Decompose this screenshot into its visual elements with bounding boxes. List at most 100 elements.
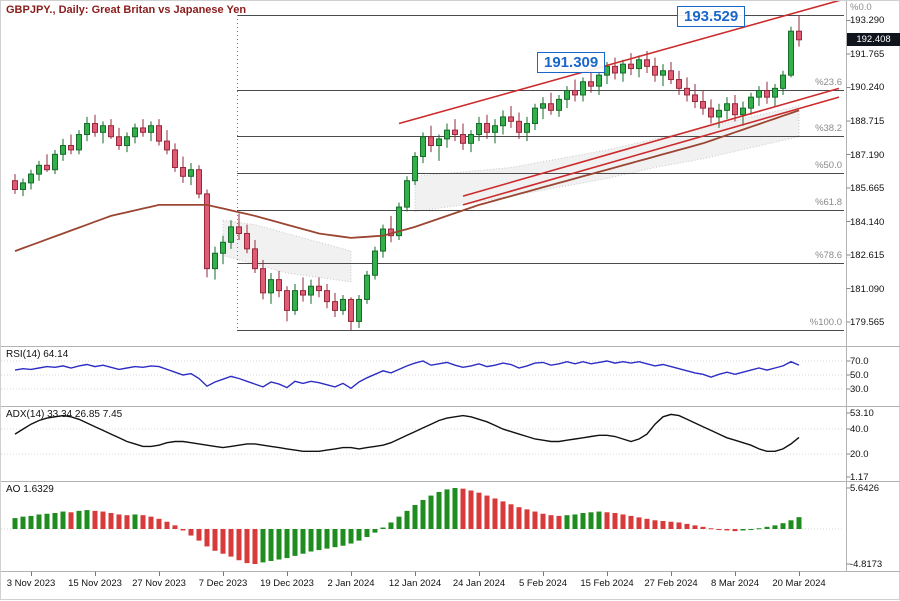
ao-bar <box>364 528 370 537</box>
ao-bar <box>228 528 234 557</box>
ao-bar <box>596 511 602 529</box>
ao-bar <box>708 528 714 530</box>
ao-bar <box>236 528 242 561</box>
fib-retracement[interactable] <box>237 15 844 331</box>
ao-bar <box>516 507 522 529</box>
ao-bar <box>636 517 642 529</box>
candle-body <box>316 285 322 292</box>
candle-body <box>92 123 98 133</box>
candle-body <box>404 180 410 208</box>
ao-bar <box>132 514 138 529</box>
candle-body <box>476 123 482 136</box>
ao-bar <box>12 518 18 529</box>
ao-bar <box>204 528 210 547</box>
ao-bar <box>428 495 434 529</box>
candles <box>12 15 802 331</box>
ao-bar <box>92 510 98 529</box>
ao-bar <box>764 526 770 529</box>
ao-bar <box>604 512 610 529</box>
candle-body <box>660 70 666 76</box>
candle-body <box>100 125 106 133</box>
ao-bar <box>252 528 258 565</box>
ao-bar <box>28 515 34 529</box>
candle-body <box>748 96 754 109</box>
ao-bar <box>420 499 426 529</box>
ao-bar <box>556 515 562 529</box>
candle-body <box>788 30 794 76</box>
candle-body <box>532 107 538 125</box>
candle-body <box>204 193 210 270</box>
ao-bar <box>476 492 482 529</box>
candle-body <box>20 182 26 190</box>
ao-bar <box>500 501 506 529</box>
ao-bar <box>524 509 530 529</box>
ao-bar <box>316 528 322 551</box>
candle-body <box>236 226 242 234</box>
ao-bar <box>300 528 306 554</box>
candle-body <box>36 164 42 175</box>
ao-bar <box>644 518 650 529</box>
candle-body <box>292 290 298 311</box>
candle-body <box>780 74 786 89</box>
candle-body <box>796 30 802 41</box>
ao-bar <box>292 528 298 556</box>
ao-bar <box>460 488 466 529</box>
ao-bar <box>684 523 690 529</box>
ao-bar <box>356 528 362 541</box>
ao-bar <box>396 516 402 529</box>
candle-body <box>84 123 90 136</box>
candle-body <box>68 145 74 151</box>
ao-bar <box>196 528 202 541</box>
candle-body <box>636 59 642 70</box>
candle-body <box>284 290 290 311</box>
ao-bar <box>508 504 514 529</box>
ao-bar <box>748 528 754 530</box>
ao-bar <box>332 528 338 548</box>
candle-body <box>396 206 402 237</box>
ao-bar <box>212 528 218 551</box>
ao-bar <box>572 514 578 529</box>
ao-histogram <box>12 488 802 565</box>
ao-bar <box>380 527 386 529</box>
trendline[interactable] <box>462 87 840 197</box>
ao-bar <box>172 525 178 529</box>
candle-body <box>140 127 146 133</box>
candle-body <box>28 173 34 184</box>
ao-bar <box>108 513 114 529</box>
ao-bar <box>20 516 26 529</box>
candle-body <box>692 94 698 103</box>
candle-body <box>412 156 418 182</box>
ao-bar <box>156 518 162 529</box>
candle-body <box>508 116 514 122</box>
candle-body <box>628 63 634 70</box>
candle-body <box>116 136 122 147</box>
trendline[interactable] <box>398 1 871 125</box>
candle-body <box>668 70 674 81</box>
candle-body <box>436 138 442 147</box>
candle-body <box>268 279 274 294</box>
ao-bar <box>732 528 738 532</box>
ao-bar <box>100 511 106 529</box>
candle-body <box>260 268 266 294</box>
candle-body <box>196 169 202 195</box>
candle-body <box>540 103 546 109</box>
candle-body <box>308 285 314 296</box>
candle-body <box>124 136 130 147</box>
ao-bar <box>324 528 330 549</box>
trend-channel[interactable] <box>398 1 871 206</box>
ao-bar <box>452 488 458 529</box>
candle-body <box>348 298 354 322</box>
trendline[interactable] <box>462 96 840 206</box>
ao-bar <box>668 521 674 529</box>
candle-body <box>556 98 562 111</box>
ao-bar <box>780 523 786 529</box>
panel-frame <box>1 1 900 576</box>
ao-bar <box>52 513 58 529</box>
candle-body <box>500 116 506 127</box>
ao-bar <box>468 490 474 529</box>
candle-body <box>60 145 66 155</box>
candle-body <box>652 65 658 76</box>
candle-body <box>252 248 258 270</box>
ao-bar <box>772 525 778 529</box>
